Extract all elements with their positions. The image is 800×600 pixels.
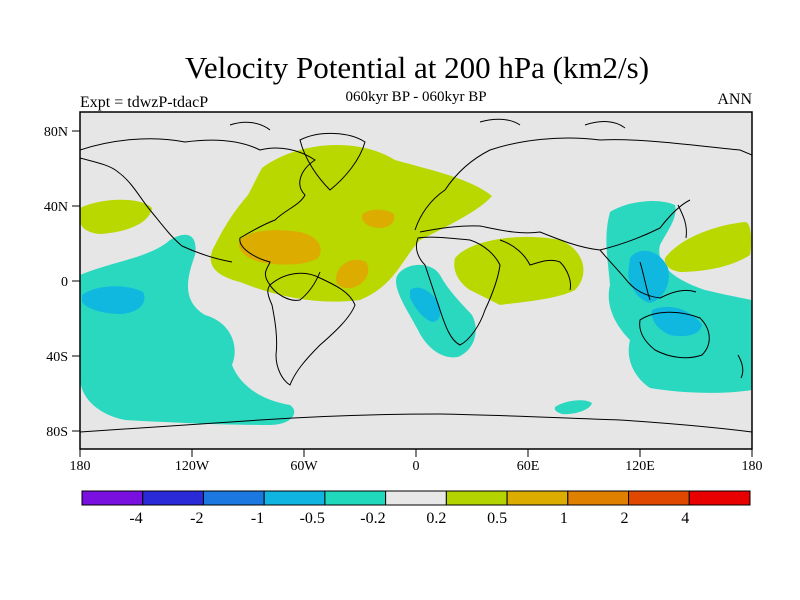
colorbar-swatch: [567, 490, 630, 506]
x-tick-label-120w: 120W: [175, 459, 210, 474]
positive-region-caribbean: [239, 230, 321, 265]
colorbar-swatch: [688, 490, 751, 506]
y-tick-label-80s: 80S: [46, 425, 68, 440]
positive-region-tropical-atlantic: [335, 259, 369, 289]
colorbar-label: -0.5: [300, 510, 325, 527]
colorbar-swatch: [324, 490, 387, 506]
negative-core-pacific: [82, 286, 145, 314]
colorbar-swatch: [81, 490, 144, 506]
colorbar-label: 2: [621, 510, 629, 527]
y-tick-label-40s: 40S: [46, 350, 68, 365]
axis-ticks: [72, 130, 753, 457]
subtitle: 060kyr BP - 060kyr BP: [345, 89, 487, 105]
x-tick-label-180e: 180: [742, 459, 763, 474]
colorbar-swatch: [202, 490, 265, 506]
colorbar-swatch: [628, 490, 690, 506]
experiment-label: Expt = tdwzP-tdacP: [80, 94, 209, 111]
colorbar-label: 1: [560, 510, 568, 527]
negative-core-maritime: [628, 250, 669, 303]
x-tick-label-120e: 120E: [625, 459, 655, 474]
map-panel: [80, 112, 752, 449]
y-tick-label-0: 0: [61, 275, 68, 290]
x-tick-label-0: 0: [413, 459, 420, 474]
colorbar-swatch: [445, 490, 508, 506]
colorbar-swatch: [385, 490, 447, 506]
positive-region-west-pacific: [664, 222, 752, 272]
colorbar-label: -2: [190, 510, 203, 527]
season-label: ANN: [717, 91, 752, 108]
colorbar-swatch: [142, 490, 204, 506]
y-tick-label-80n: 80N: [44, 125, 68, 140]
y-tick-label-40n: 40N: [44, 200, 68, 215]
negative-region-southern-ocean: [554, 400, 592, 415]
negative-region-south-pacific: [80, 234, 295, 425]
x-tick-label-180w: 180: [70, 459, 91, 474]
negative-region-indo-pacific: [606, 200, 752, 393]
page-title: Velocity Potential at 200 hPa (km2/s): [184, 50, 650, 85]
colorbar-label: 0.5: [487, 510, 507, 527]
negative-core-atlantic: [410, 287, 441, 322]
positive-region-north-atlantic: [361, 209, 395, 228]
colorbar-label: -4: [129, 510, 142, 527]
colorbar-label: 0.2: [426, 510, 446, 527]
positive-region-north-pacific: [80, 199, 152, 234]
colorbar-swatch: [263, 490, 326, 506]
x-tick-label-60e: 60E: [517, 459, 540, 474]
coastlines: [80, 118, 752, 433]
colorbar-label: -0.2: [360, 510, 385, 527]
colorbar: -4 -2 -1 -0.5 -0.2 0.2 0.5 1 2 4: [81, 490, 751, 527]
colorbar-swatch: [506, 490, 569, 506]
colorbar-label: -1: [251, 510, 264, 527]
positive-region-africa: [454, 236, 584, 305]
colorbar-label: 4: [681, 510, 689, 527]
x-tick-label-60w: 60W: [290, 459, 318, 474]
